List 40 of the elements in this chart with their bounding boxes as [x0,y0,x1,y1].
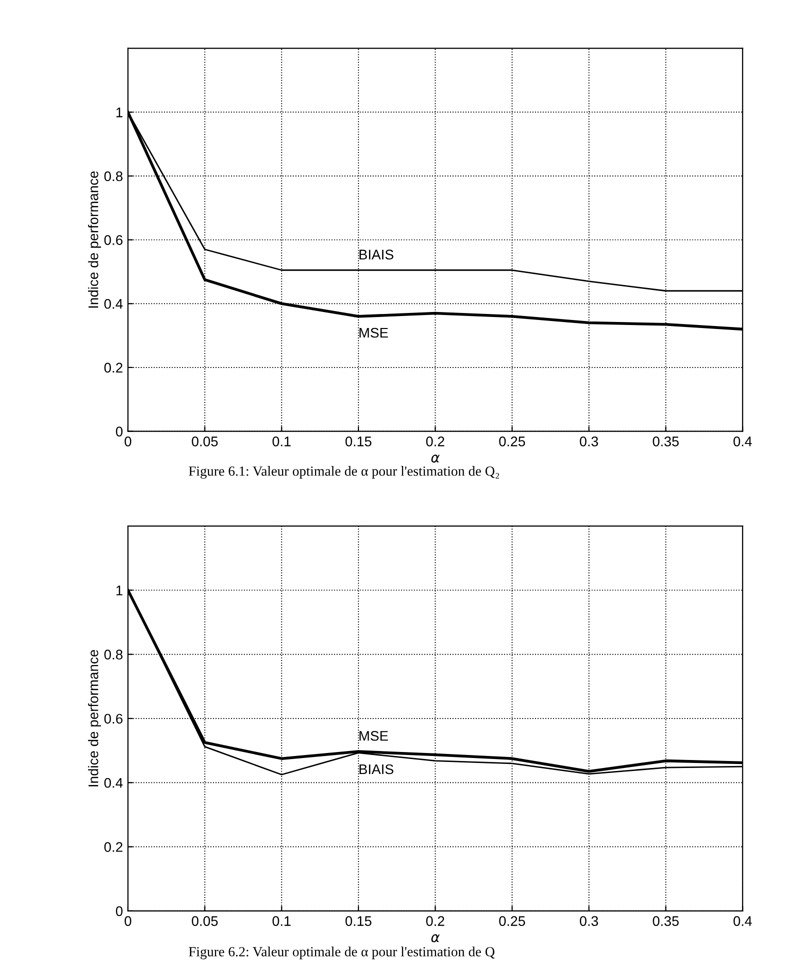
x-tick-label: 0.25 [499,916,526,926]
x-tick-label: 0.1 [272,916,291,926]
caption: Figure 6.1: Valeur optimale de α pour l'estimation de Q₂ [188,466,500,479]
y-tick-label: 0.6 [104,714,122,724]
y-tick-label: 0.8 [104,650,122,660]
caption: Figure 6.2: Valeur optimale de α pour l'estimation de Q [188,946,495,960]
series-label: BIAIS [360,764,394,774]
y-tick-label: 0.4 [104,778,123,788]
x-tick-label: 0 [124,436,132,446]
y-tick-label: 1 [116,108,122,118]
y-tick-label: 0.2 [104,842,122,852]
y-tick-label: 0.4 [104,298,123,309]
y-tick-label: 0 [116,906,123,916]
x-tick-label: 0.3 [580,916,598,926]
x-tick-label: 0 [124,916,132,926]
series-label: MSE [360,730,388,741]
x-tick-label: 0.4 [734,916,752,926]
y-tick-label: 0.6 [104,235,122,245]
series-label: BIAIS [360,250,394,260]
x-tick-label: 0.4 [734,436,752,446]
x-tick-label: 0.3 [580,436,598,446]
x-tick-label: 0.2 [426,916,444,926]
x-axis-title: α [431,934,440,942]
y-tick-label: 0 [116,426,123,436]
y-axis-title: Indice de performance [88,650,102,786]
y-tick-label: 1 [116,586,122,596]
x-tick-label: 0.35 [652,916,679,926]
x-tick-label: 0.1 [272,436,291,446]
y-axis-title: Indice de performance [88,171,102,308]
x-tick-label: 0.05 [192,436,218,446]
series-label: MSE [360,328,388,338]
y-tick-label: 0.8 [104,171,122,182]
y-tick-label: 0.2 [104,362,122,373]
x-tick-label: 0.15 [345,436,372,446]
x-tick-label: 0.15 [345,916,372,926]
x-tick-label: 0.25 [499,436,526,446]
x-axis-title: α [431,454,440,463]
x-tick-label: 0.2 [426,436,444,446]
x-tick-label: 0.05 [192,916,218,926]
x-tick-label: 0.35 [652,436,679,446]
